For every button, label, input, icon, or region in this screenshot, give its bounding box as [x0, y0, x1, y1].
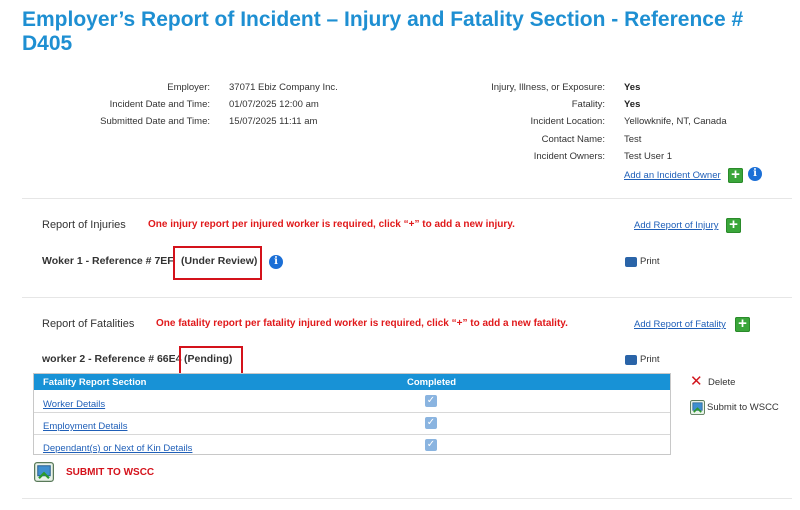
- submit-wscc-small-link[interactable]: Submit to WSCC: [707, 402, 779, 413]
- delete-icon[interactable]: ✕: [690, 373, 703, 390]
- add-report-of-injury-link[interactable]: Add Report of Injury: [634, 220, 719, 231]
- fatality-section-table: Fatality Report Section Completed Worker…: [33, 373, 671, 455]
- fatality-worker-ref: worker 2 - Reference # 66E4: [42, 353, 182, 365]
- divider: [22, 198, 792, 199]
- submit-wscc-large-icon[interactable]: [34, 462, 54, 482]
- owners-label: Incident Owners:: [533, 151, 605, 162]
- fatality-print-link[interactable]: Print: [640, 354, 660, 365]
- check-icon: ✓: [425, 395, 437, 407]
- fatality-status: (Pending): [184, 353, 233, 365]
- add-injury-plus-icon[interactable]: +: [726, 217, 741, 233]
- injury-status: (Under Review): [181, 255, 258, 267]
- submit-wscc-icon[interactable]: [690, 400, 705, 415]
- injury-label: Injury, Illness, or Exposure:: [491, 82, 605, 93]
- employment-details-link[interactable]: Employment Details: [43, 421, 128, 432]
- injuries-warning: One injury report per injured worker is …: [148, 219, 515, 230]
- employer-label: Employer:: [167, 82, 210, 93]
- injury-value: Yes: [624, 82, 641, 93]
- add-fatality-plus-icon[interactable]: +: [735, 316, 750, 332]
- owner-info-icon[interactable]: i: [748, 167, 762, 181]
- table-row: Dependant(s) or Next of Kin Details ✓: [34, 435, 670, 454]
- printer-icon[interactable]: [625, 257, 637, 267]
- injury-print-link[interactable]: Print: [640, 256, 660, 267]
- highlight-box: [179, 346, 243, 375]
- fatality-value: Yes: [624, 99, 641, 110]
- submitted-date-label: Submitted Date and Time:: [100, 116, 210, 127]
- table-row: Employment Details ✓: [34, 413, 670, 435]
- owners-value: Test User 1: [624, 151, 673, 162]
- injury-info-icon[interactable]: i: [269, 255, 283, 269]
- page-title: Employer’s Report of Incident – Injury a…: [22, 8, 744, 55]
- employer-value: 37071 Ebiz Company Inc.: [229, 82, 338, 93]
- printer-icon[interactable]: [625, 355, 637, 365]
- add-owner-plus-icon[interactable]: +: [728, 167, 743, 183]
- fatalities-title: Report of Fatalities: [42, 318, 135, 330]
- incident-date-label: Incident Date and Time:: [109, 99, 210, 110]
- location-label: Incident Location:: [530, 116, 605, 127]
- divider: [22, 498, 792, 499]
- fatalities-warning: One fatality report per fatality injured…: [156, 318, 568, 329]
- submit-to-wscc-button[interactable]: SUBMIT TO WSCC: [66, 467, 155, 478]
- table-header: Fatality Report Section Completed: [34, 374, 670, 390]
- delete-link[interactable]: Delete: [708, 377, 736, 388]
- contact-label: Contact Name:: [541, 134, 605, 145]
- highlight-box: [173, 246, 262, 280]
- injuries-title: Report of Injuries: [42, 219, 126, 231]
- incident-date-value: 01/07/2025 12:00 am: [229, 99, 319, 110]
- location-value: Yellowknife, NT, Canada: [624, 116, 727, 127]
- check-icon: ✓: [425, 439, 437, 451]
- injury-worker-ref: Woker 1 - Reference # 7EF: [42, 255, 174, 267]
- dependants-details-link[interactable]: Dependant(s) or Next of Kin Details: [43, 443, 193, 454]
- check-icon: ✓: [425, 417, 437, 429]
- col-completed-header: Completed: [407, 377, 457, 388]
- table-row: Worker Details ✓: [34, 391, 670, 413]
- contact-value: Test: [624, 134, 642, 145]
- submitted-date-value: 15/07/2025 11:11 am: [229, 116, 318, 127]
- col-section-header: Fatality Report Section: [43, 377, 147, 388]
- add-report-of-fatality-link[interactable]: Add Report of Fatality: [634, 319, 726, 330]
- divider: [22, 297, 792, 298]
- add-incident-owner-link[interactable]: Add an Incident Owner: [624, 170, 721, 181]
- worker-details-link[interactable]: Worker Details: [43, 399, 106, 410]
- fatality-label: Fatality:: [571, 99, 605, 110]
